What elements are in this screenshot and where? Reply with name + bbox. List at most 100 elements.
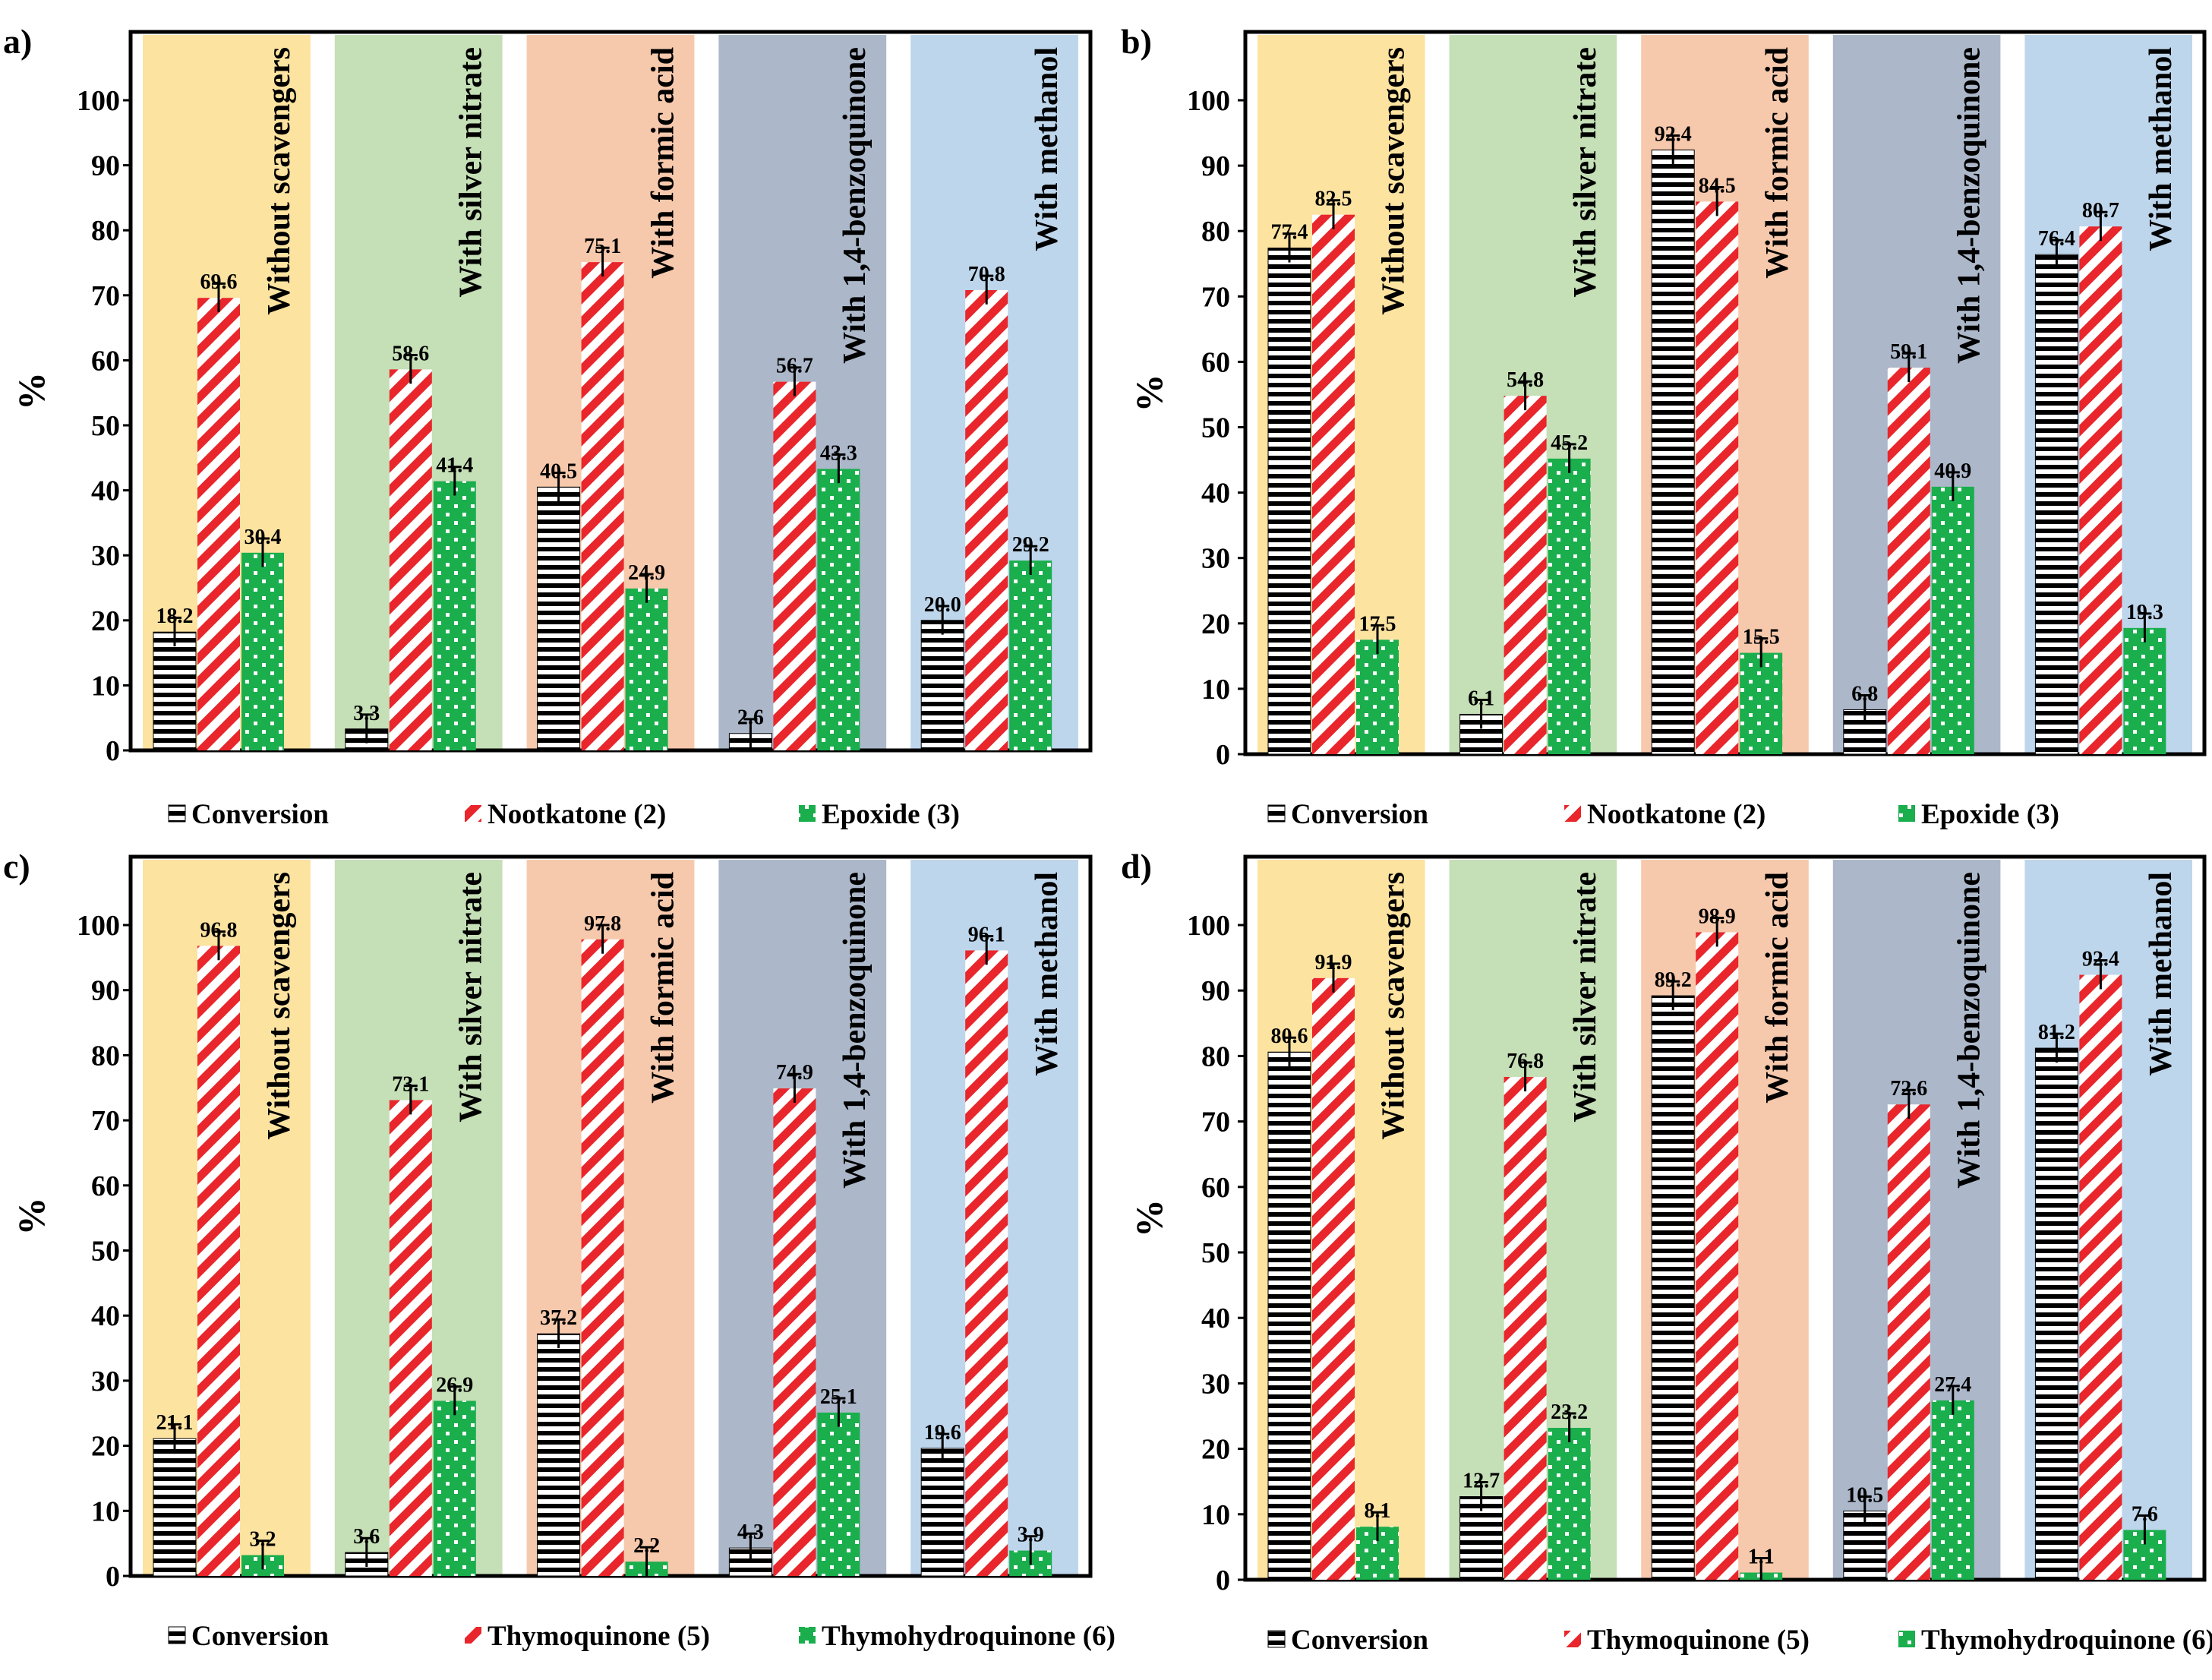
category-label-with-1-4-benzoquinone: With 1,4-benzoquinone [838, 872, 872, 1189]
category-label-with-methanol: With methanol [2144, 47, 2179, 251]
legend-swatch-conversion [1267, 804, 1286, 823]
legend-label-byproduct: Thymohydroquinone (6) [822, 1621, 1115, 1652]
y-tick-label: 50 [1201, 412, 1230, 444]
y-tick-label: 50 [1201, 1237, 1230, 1269]
data-label-conversion: 76.4 [2038, 227, 2075, 251]
data-label-product: 74.9 [776, 1061, 813, 1085]
y-tick-label: 50 [91, 410, 120, 442]
bar-byproduct-without-scavengers [1356, 639, 1399, 754]
y-tick-label: 40 [1201, 1303, 1230, 1334]
category-label-without-scavengers: Without scavengers [262, 872, 297, 1140]
data-label-byproduct: 7.6 [2132, 1502, 2158, 1526]
bar-product-with-silver-nitrate [1504, 1076, 1547, 1580]
category-label-without-scavengers: Without scavengers [1377, 47, 1412, 315]
group-without-scavengers: 80.6 91.9 8.1 Without scavengers [1267, 872, 1412, 1581]
y-tick-label: 60 [1201, 346, 1230, 378]
y-tick-label: 80 [91, 215, 120, 247]
legend-swatch-byproduct [799, 1627, 816, 1644]
data-label-byproduct: 29.2 [1012, 533, 1049, 557]
y-tick-label: 0 [106, 735, 120, 767]
data-label-conversion: 37.2 [540, 1306, 577, 1330]
legend-swatch-conversion [168, 804, 186, 823]
data-label-conversion: 80.6 [1271, 1025, 1308, 1048]
group-with-1-4-benzoquinone: 6.8 59.1 40.9 With 1,4-benzoquinone [1843, 47, 1986, 755]
y-axis-label: % [10, 1198, 52, 1236]
y-tick-label: 20 [91, 605, 120, 637]
y-tick-label: 60 [91, 1170, 120, 1202]
bar-byproduct-with-methanol [1009, 561, 1052, 750]
data-label-conversion: 89.2 [1655, 968, 1692, 992]
group-with-formic-acid: 92.4 84.5 15.5 With formic acid [1651, 47, 1795, 755]
group-with-silver-nitrate: 12.7 76.8 23.2 With silver nitrate [1459, 872, 1603, 1581]
group-with-formic-acid: 37.2 97.8 2.2 With formic acid [537, 872, 680, 1577]
data-label-byproduct: 8.1 [1365, 1499, 1391, 1523]
bar-conversion-without-scavengers [1267, 248, 1311, 755]
y-axis-label: % [1128, 1199, 1170, 1237]
data-label-byproduct: 17.5 [1359, 612, 1396, 636]
bar-conversion-with-methanol [920, 620, 964, 751]
category-label-with-formic-acid: With formic acid [1760, 47, 1795, 279]
data-label-byproduct: 43.3 [820, 441, 857, 465]
group-with-formic-acid: 40.5 75.1 24.9 With formic acid [537, 47, 680, 751]
y-tick-label: 80 [91, 1040, 120, 1072]
category-label-with-methanol: With methanol [2144, 872, 2179, 1076]
data-label-conversion: 92.4 [1655, 122, 1692, 146]
bar-byproduct-with-1-4-benzoquinone [1931, 1400, 1974, 1580]
data-label-product: 82.5 [1315, 188, 1352, 211]
category-label-with-silver-nitrate: With silver nitrate [1568, 47, 1603, 298]
y-axis-label: % [10, 372, 52, 410]
bar-conversion-without-scavengers [153, 631, 197, 751]
bar-byproduct-with-silver-nitrate [1548, 458, 1591, 754]
panel-label: a) [3, 22, 32, 61]
data-label-conversion: 4.3 [737, 1521, 764, 1544]
bar-product-with-methanol [2079, 974, 2122, 1580]
panel-label: b) [1121, 22, 1152, 61]
data-label-byproduct: 30.4 [245, 526, 282, 549]
data-label-product: 84.5 [1699, 174, 1736, 197]
y-tick-label: 100 [1187, 85, 1230, 117]
bar-byproduct-without-scavengers [241, 552, 284, 750]
legend-swatch-product [465, 805, 481, 822]
y-tick-label: 30 [1201, 1368, 1230, 1400]
category-label-with-1-4-benzoquinone: With 1,4-benzoquinone [1952, 47, 1986, 364]
legend: Conversion Thymoquinone (5) Thymohydroquin… [1267, 1625, 2212, 1656]
legend-swatch-conversion [1267, 1630, 1286, 1648]
y-tick-label: 10 [91, 670, 120, 702]
data-label-byproduct: 19.3 [2126, 601, 2163, 624]
bar-product-with-silver-nitrate [1504, 396, 1547, 754]
group-with-1-4-benzoquinone: 10.5 72.6 27.4 With 1,4-benzoquinone [1843, 872, 1986, 1581]
data-label-product: 70.8 [968, 263, 1005, 286]
y-tick-label: 0 [1216, 739, 1230, 771]
legend-label-product: Thymoquinone (5) [1587, 1625, 1810, 1656]
data-label-conversion: 77.4 [1271, 221, 1308, 245]
data-label-conversion: 2.6 [737, 706, 764, 730]
bar-product-with-1-4-benzoquinone [773, 1088, 816, 1576]
data-label-byproduct: 41.4 [436, 454, 473, 478]
legend-swatch-product [465, 1627, 481, 1644]
data-label-product: 75.1 [584, 235, 621, 258]
bar-product-with-silver-nitrate [389, 369, 432, 750]
bar-conversion-with-methanol [2034, 1047, 2078, 1581]
y-tick-label: 60 [1201, 1172, 1230, 1204]
legend-swatch-byproduct [1898, 805, 1915, 822]
bar-byproduct-with-formic-acid [625, 588, 668, 750]
y-tick-label: 90 [1201, 975, 1230, 1007]
data-label-product: 98.9 [1699, 905, 1736, 928]
group-without-scavengers: 18.2 69.6 30.4 Without scavengers [153, 47, 297, 751]
chart-panel-d: 0 10 20 30 40 50 60 70 80 90 100% d) 80.6 91.9 8.1 With… [1121, 847, 2212, 1656]
data-label-byproduct: 2.2 [633, 1534, 660, 1558]
bar-conversion-with-formic-acid [537, 1333, 581, 1577]
y-tick-label: 20 [1201, 1434, 1230, 1466]
bar-product-with-silver-nitrate [389, 1100, 432, 1576]
bar-product-with-1-4-benzoquinone [773, 381, 816, 750]
group-with-methanol: 20.0 70.8 29.2 With methanol [920, 47, 1065, 751]
bar-byproduct-with-1-4-benzoquinone [817, 1412, 860, 1576]
y-tick-label: 10 [1201, 1499, 1230, 1531]
y-tick-label: 100 [77, 910, 120, 942]
legend-swatch-byproduct [1898, 1631, 1915, 1647]
bar-product-without-scavengers [1312, 977, 1355, 1580]
category-label-without-scavengers: Without scavengers [1377, 872, 1412, 1140]
data-label-product: 91.9 [1315, 951, 1352, 974]
bar-product-with-formic-acid [581, 939, 624, 1576]
data-label-byproduct: 40.9 [1934, 459, 1971, 483]
